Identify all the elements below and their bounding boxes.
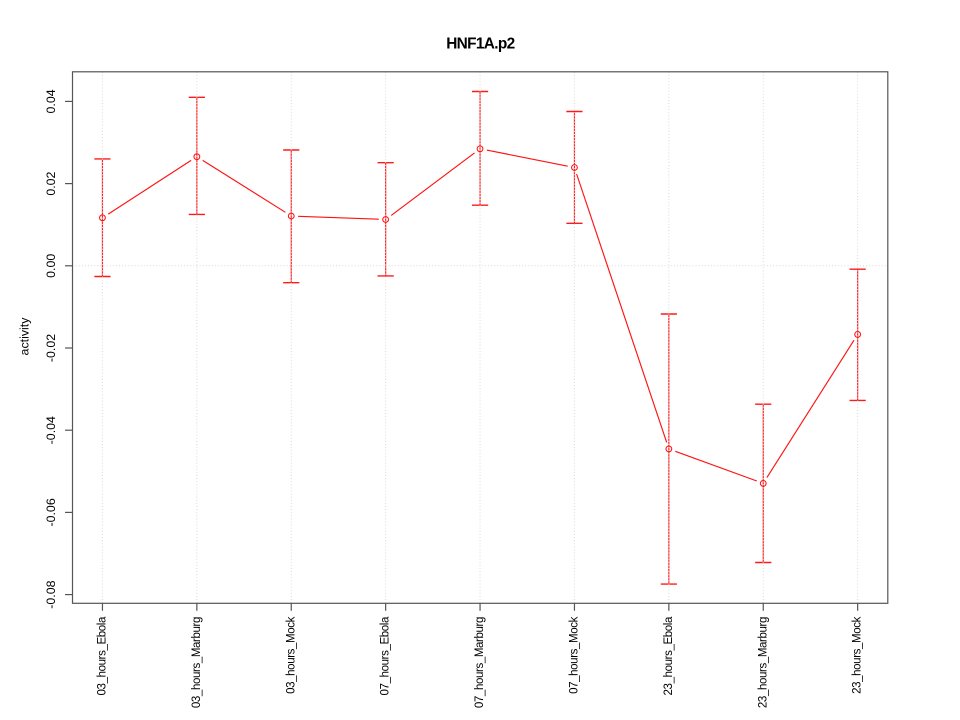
svg-text:07_hours_Mock: 07_hours_Mock xyxy=(568,616,580,694)
svg-text:07_hours_Ebola: 07_hours_Ebola xyxy=(380,616,392,695)
svg-text:-0.04: -0.04 xyxy=(44,416,58,444)
svg-text:0.00: 0.00 xyxy=(44,254,58,278)
svg-text:0.02: 0.02 xyxy=(44,171,58,195)
svg-text:-0.06: -0.06 xyxy=(44,498,58,526)
svg-text:07_hours_Marburg: 07_hours_Marburg xyxy=(474,617,486,708)
svg-text:HNF1A.p2: HNF1A.p2 xyxy=(446,35,514,52)
svg-text:23_hours_Marburg: 23_hours_Marburg xyxy=(757,617,769,708)
svg-text:23_hours_Mock: 23_hours_Mock xyxy=(852,616,864,694)
svg-text:0.04: 0.04 xyxy=(44,89,58,113)
svg-text:activity: activity xyxy=(18,317,32,356)
svg-text:03_hours_Marburg: 03_hours_Marburg xyxy=(191,617,203,708)
svg-text:03_hours_Ebola: 03_hours_Ebola xyxy=(96,616,108,695)
svg-text:03_hours_Mock: 03_hours_Mock xyxy=(285,616,297,694)
svg-text:-0.08: -0.08 xyxy=(44,580,58,608)
svg-text:23_hours_Ebola: 23_hours_Ebola xyxy=(663,616,675,695)
svg-text:-0.02: -0.02 xyxy=(44,334,58,362)
